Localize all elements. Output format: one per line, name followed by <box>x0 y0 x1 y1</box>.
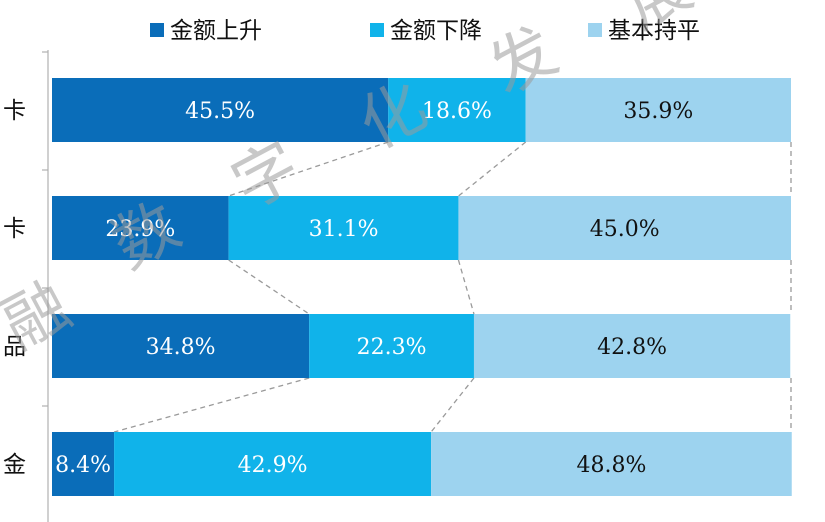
data-label: 8.4% <box>55 453 111 478</box>
bar-segment <box>458 196 791 260</box>
category-label: 金 <box>3 452 26 478</box>
bar-segment <box>473 314 791 378</box>
data-label: 45.0% <box>590 217 660 242</box>
data-label: 22.3% <box>357 335 427 360</box>
data-label: 42.8% <box>597 335 667 360</box>
connector-lines <box>113 141 792 433</box>
category-label: 卡 <box>3 98 26 124</box>
bar-segment <box>52 78 389 142</box>
connector-line <box>228 141 389 197</box>
connector-line <box>113 377 310 433</box>
data-label: 45.5% <box>185 99 255 124</box>
legend-label: 金额上升 <box>170 18 262 44</box>
bar-segment <box>431 432 792 496</box>
watermark: 融数字化发展 <box>0 0 704 364</box>
connector-line <box>458 141 527 197</box>
bar-segment <box>52 432 115 496</box>
data-label: 23.9% <box>105 217 175 242</box>
legend-swatch <box>370 23 384 37</box>
legend-swatch <box>588 23 602 37</box>
data-label: 42.9% <box>238 453 308 478</box>
axis <box>42 50 49 522</box>
connector-line <box>457 259 475 315</box>
connector-line <box>430 377 475 433</box>
bar-segment <box>388 78 526 142</box>
bar-segment <box>525 78 791 142</box>
data-label: 18.6% <box>422 99 492 124</box>
category-label: 卡 <box>3 216 26 242</box>
data-labels: 45.5% 18.6% 35.9% 23.9% 31.1% 45.0% 34.8% 22.3%… <box>55 99 693 478</box>
legend-swatch <box>150 23 164 37</box>
legend-label: 金额下降 <box>390 18 482 44</box>
bar-segment <box>52 196 229 260</box>
category-label: 品 <box>3 334 26 360</box>
data-label: 35.9% <box>623 99 693 124</box>
legend: 金额上升 金额下降 基本持平 <box>150 18 700 44</box>
bar-segment <box>228 196 459 260</box>
bar-segment <box>52 314 310 378</box>
connector-line <box>228 259 310 315</box>
bars <box>52 78 792 496</box>
data-label: 48.8% <box>576 453 646 478</box>
bar-segment <box>114 432 432 496</box>
legend-label: 基本持平 <box>608 18 700 44</box>
data-label: 34.8% <box>146 335 216 360</box>
bar-segment <box>309 314 474 378</box>
data-label: 31.1% <box>309 217 379 242</box>
